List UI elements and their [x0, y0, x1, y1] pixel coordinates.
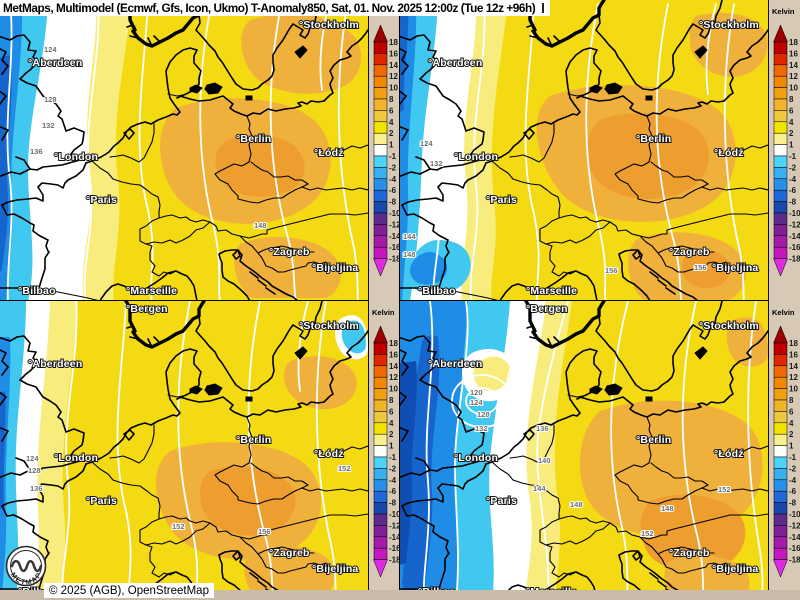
svg-text:136: 136: [30, 147, 43, 156]
svg-text:156: 156: [605, 266, 618, 275]
metmaps-logo: METMAPS: [4, 545, 47, 587]
svg-text:144: 144: [403, 232, 416, 241]
contour-labels-bottom-left: 124 128 136 152 152 156: [25, 453, 352, 537]
colorbar-bottom-left: [368, 301, 401, 590]
colorbar-bottom-right: [768, 301, 800, 590]
text-cursor-artifact: [542, 3, 545, 13]
svg-text:132: 132: [430, 159, 443, 168]
svg-text:152: 152: [718, 485, 731, 494]
svg-text:124: 124: [470, 398, 483, 407]
weather-map-bottom-left: 124 128 136 152 152 156: [0, 301, 368, 590]
attribution-bar: © 2025 (AGB), OpenStreetMap: [44, 583, 214, 598]
svg-text:120: 120: [470, 388, 483, 397]
svg-text:128: 128: [28, 466, 41, 475]
map-panel-top-left: 124 128 132 136 148: [0, 0, 368, 301]
logo-wave-icon: [10, 559, 43, 573]
svg-text:156: 156: [258, 527, 271, 536]
copyright-text: © 2025 (AGB), OpenStreetMap: [49, 584, 209, 597]
svg-text:128: 128: [44, 95, 57, 104]
panel-divider-horizontal-right: [400, 300, 768, 301]
contour-labels-top-right: 124 132 144 148 156 156: [402, 138, 708, 276]
bottom-strip: [0, 590, 800, 600]
svg-text:156: 156: [694, 263, 707, 272]
svg-text:152: 152: [338, 464, 351, 473]
colorbar-top-left: [368, 0, 401, 301]
svg-text:140: 140: [538, 456, 551, 465]
svg-text:124: 124: [44, 45, 57, 54]
svg-text:136: 136: [30, 484, 43, 493]
svg-text:152: 152: [641, 529, 654, 538]
svg-text:132: 132: [42, 121, 55, 130]
svg-text:136: 136: [536, 424, 549, 433]
svg-text:148: 148: [570, 500, 583, 509]
svg-text:132: 132: [475, 424, 488, 433]
panel-divider-vertical: [399, 0, 400, 590]
contour-labels-top-left: 124 128 132 136 148: [29, 44, 268, 231]
svg-text:148: 148: [254, 221, 267, 230]
weather-map-bottom-right: 120 124 128 132 136 140 144 148 148 152 …: [400, 301, 768, 590]
svg-text:124: 124: [26, 454, 39, 463]
map-panel-bottom-left: 124 128 136 152 152 156: [0, 301, 368, 590]
title-bar: MetMaps, Multimodel (Ecmwf, Gfs, Icon, U…: [0, 0, 551, 16]
page-title: MetMaps, Multimodel (Ecmwf, Gfs, Icon, U…: [3, 1, 536, 15]
map-panel-bottom-right: 120 124 128 132 136 140 144 148 148 152 …: [400, 301, 768, 590]
svg-text:144: 144: [533, 484, 546, 493]
map-panel-top-right: 124 132 144 148 156 156: [400, 0, 768, 301]
weather-map-top-right: 124 132 144 148 156 156: [400, 0, 768, 301]
contour-labels-bottom-right: 120 124 128 132 136 140 144 148 148 152 …: [469, 387, 732, 539]
svg-text:148: 148: [403, 250, 416, 259]
svg-text:148: 148: [661, 504, 674, 513]
svg-text:128: 128: [477, 410, 490, 419]
svg-text:124: 124: [420, 139, 433, 148]
panel-divider-horizontal-left: [0, 300, 368, 301]
colorbar-top-right: [768, 0, 800, 301]
svg-text:152: 152: [172, 522, 185, 531]
weather-map-top-left: 124 128 132 136 148: [0, 0, 368, 301]
